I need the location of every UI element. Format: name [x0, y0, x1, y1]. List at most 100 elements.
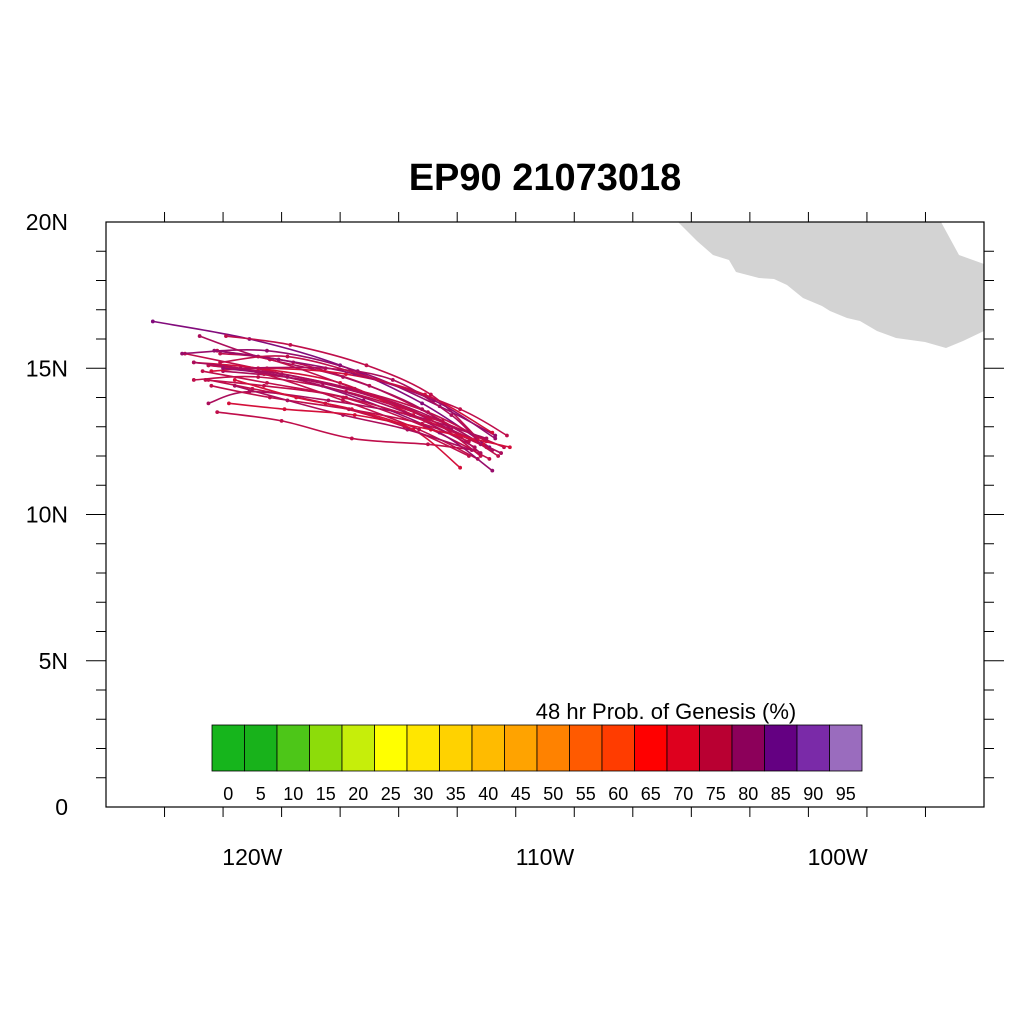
track-point — [150, 319, 155, 324]
track-point — [224, 334, 228, 338]
legend-label: 45 — [511, 784, 531, 804]
track-point — [493, 433, 498, 438]
legend-color-box — [244, 724, 278, 772]
axis-ticks — [86, 212, 1004, 817]
track-point — [326, 398, 331, 403]
genesis-tracks — [150, 319, 512, 473]
track-point — [320, 383, 325, 388]
track-point — [458, 465, 463, 470]
legend-color-box — [666, 724, 700, 772]
legend-label: 30 — [413, 784, 433, 804]
track-point — [209, 383, 214, 388]
track-point — [376, 378, 381, 382]
track-point — [341, 398, 345, 403]
track-point — [420, 401, 424, 406]
track-point — [420, 421, 424, 426]
track-point — [507, 445, 512, 450]
track-point — [323, 366, 328, 371]
legend-label: 20 — [348, 784, 368, 804]
lon-label: 100W — [808, 844, 868, 870]
track-point — [265, 380, 269, 385]
track-point — [206, 401, 211, 406]
track-point — [390, 378, 395, 382]
lon-label: 120W — [222, 844, 282, 870]
track-point — [423, 419, 427, 423]
legend-label: 50 — [543, 784, 563, 804]
track-point — [496, 454, 501, 458]
track-point — [478, 451, 483, 455]
track-point — [478, 454, 483, 458]
lat-label: 15N — [26, 355, 68, 381]
track-point — [229, 366, 234, 371]
legend-labels: 0 5 10 15 20 25 30 35 40 45 50 55 60 65 70 75 80 85 90 95 — [223, 784, 856, 804]
track-point — [449, 413, 454, 417]
legend-label: 80 — [738, 784, 758, 804]
legend-color-boxes — [211, 724, 863, 772]
track-point — [426, 442, 430, 447]
track-point — [405, 427, 410, 432]
track-point — [505, 433, 509, 438]
track-point — [344, 372, 348, 376]
track-point — [469, 448, 474, 453]
track-point — [191, 360, 196, 365]
legend-label: 25 — [381, 784, 401, 804]
legend-color-box — [634, 724, 668, 772]
legend-label: 55 — [576, 784, 596, 804]
legend-label: 85 — [771, 784, 791, 804]
track-point — [352, 386, 357, 391]
legend-color-box — [731, 724, 765, 772]
legend-color-box — [276, 724, 310, 772]
track-point — [426, 416, 430, 420]
legend-color-box — [406, 724, 440, 772]
track-point — [417, 427, 422, 432]
track-point — [279, 419, 284, 423]
legend-label: 70 — [673, 784, 693, 804]
track-point — [288, 342, 293, 347]
latitude-labels: 20N 15N 10N 5N 0 — [26, 209, 68, 820]
legend-color-box — [796, 724, 830, 772]
longitude-labels: 120W 110W 100W — [222, 844, 868, 870]
legend-label: 95 — [836, 784, 856, 804]
legend-color-box — [439, 724, 473, 772]
legend-color-box — [471, 724, 505, 772]
track-point — [265, 348, 269, 353]
legend-label: 40 — [478, 784, 498, 804]
legend-label: 90 — [803, 784, 823, 804]
legend-label: 15 — [316, 784, 336, 804]
track-point — [191, 378, 196, 382]
legend-color-box — [211, 724, 245, 772]
track-point — [218, 351, 223, 356]
legend-label: 0 — [223, 784, 233, 804]
map-title: EP90 21073018 — [409, 157, 682, 199]
track-point — [458, 407, 463, 412]
track-point — [487, 457, 492, 461]
track-point — [285, 398, 290, 403]
map-background — [106, 222, 984, 807]
track-point — [232, 383, 237, 388]
lat-label: 20N — [26, 209, 68, 235]
track-point — [227, 401, 231, 406]
legend-color-box — [309, 724, 343, 772]
track-point — [276, 357, 281, 362]
track-point — [484, 445, 489, 450]
legend-label: 5 — [256, 784, 266, 804]
legend-label: 35 — [446, 784, 466, 804]
track-point — [232, 378, 237, 382]
track-point — [347, 407, 351, 412]
probability-legend: 48 hr Prob. of Genesis (%) 0 5 10 15 20 25 30 3… — [211, 699, 863, 804]
track-point — [262, 383, 266, 388]
legend-color-box — [764, 724, 798, 772]
legend-color-box — [504, 724, 538, 772]
track-point — [490, 430, 495, 435]
track-point — [200, 369, 205, 374]
lon-label: 110W — [516, 844, 575, 870]
legend-color-box — [374, 724, 408, 772]
track-point — [341, 375, 345, 379]
legend-title: 48 hr Prob. of Genesis (%) — [536, 699, 796, 724]
lat-label: 5N — [39, 648, 68, 674]
mexico-coastline-landmass — [678, 222, 984, 348]
track-point — [349, 436, 354, 441]
track-point — [218, 360, 223, 365]
track-point — [215, 410, 220, 415]
